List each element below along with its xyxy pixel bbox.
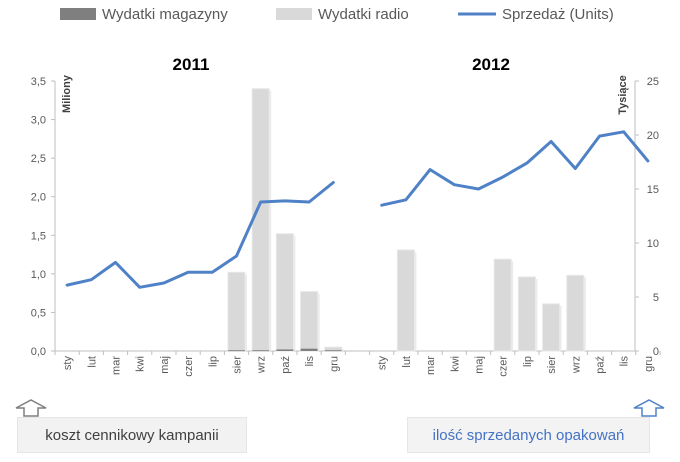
- x-axis-label-2012-kwi: kwi: [449, 356, 461, 372]
- x-axis-label-2012-lis: lis: [619, 356, 631, 367]
- right-axis-tick-label: 20: [647, 130, 659, 142]
- right-axis-title: Tysiące: [617, 75, 629, 115]
- right-axis-tick-label: 5: [653, 292, 659, 304]
- x-axis-label-2011-gru: gru: [328, 356, 340, 372]
- right-axis-ticks: 0 5 10 15 20 25: [635, 76, 659, 358]
- left-axis-ticks: 0,0 0,5 1,0 1,5 2,0 2,5 3,0 3,5: [31, 76, 55, 358]
- category-labels: sty lut mar kwi maj czer lip sier wrz paź lis gru st…: [54, 351, 661, 377]
- bar-radio-2011-wrz: [251, 88, 270, 352]
- legend-swatch-radio: [276, 8, 312, 20]
- left-axis-tick-label: 0,0: [31, 346, 46, 358]
- line-series: [65, 130, 650, 289]
- bar-radio-2011-lis: [300, 291, 319, 352]
- x-axis-label-2011-mar: mar: [111, 356, 123, 375]
- x-axis-label-2012-czer: czer: [498, 356, 510, 377]
- x-axis-label-2012-lip: lip: [522, 356, 534, 367]
- bar-radio-2012-lip: [517, 276, 536, 352]
- line-sales-2012: [380, 130, 650, 207]
- x-axis-label-2012-sier: sier: [546, 356, 558, 374]
- note-units-sold: ilość sprzedanych opakowań: [407, 417, 650, 453]
- legend-label-radio: Wydatki radio: [318, 6, 409, 23]
- x-axis-label-2011-czer: czer: [183, 356, 195, 377]
- left-axis-tick-label: 1,5: [31, 230, 46, 242]
- legend-swatch-magazines: [60, 8, 96, 20]
- up-arrow-icon-right: [633, 399, 665, 417]
- bar-magazines-2011-wrz: [252, 350, 270, 352]
- x-axis-label-2011-kwi: kwi: [135, 356, 147, 372]
- bar-magazines-2011-sier: [228, 350, 245, 352]
- x-axis-label-2011-lis: lis: [304, 356, 316, 367]
- bar-radio-2011-paź: [275, 233, 294, 352]
- x-axis-label-2011-maj: maj: [159, 356, 171, 374]
- left-axis-tick-label: 1,0: [31, 269, 46, 281]
- left-axis-tick-label: 3,5: [31, 76, 46, 88]
- x-axis-label-2011-paź: paź: [280, 356, 292, 374]
- legend-label-magazines: Wydatki magazyny: [102, 6, 228, 23]
- right-axis-tick-label: 10: [647, 238, 659, 250]
- x-axis-label-2012-maj: maj: [474, 356, 486, 374]
- left-axis-tick-label: 0,5: [31, 307, 46, 319]
- left-axis-tick-label: 3,0: [31, 115, 46, 127]
- x-axis-label-2012-lut: lut: [401, 356, 413, 368]
- bar-magazines-2011-paź: [276, 349, 294, 351]
- legend: Wydatki magazyny Wydatki radio Sprzedaż …: [60, 6, 614, 23]
- x-axis-label-2011-lut: lut: [86, 356, 98, 368]
- note-campaign-cost: koszt cennikowy kampanii: [17, 417, 247, 453]
- x-axis-label-2011-sty: sty: [62, 356, 74, 371]
- year-label-2012: 2012: [472, 55, 510, 74]
- bar-magazines-2011-lis: [300, 348, 318, 351]
- x-axis-label-2012-paź: paź: [595, 356, 607, 374]
- right-axis-tick-label: 25: [647, 76, 659, 88]
- bar-series: [227, 88, 586, 352]
- bar-radio-2012-lut: [396, 249, 415, 352]
- year-label-2011: 2011: [173, 55, 210, 74]
- x-axis-label-2012-gru: gru: [643, 356, 655, 372]
- bar-magazines-2011-gru: [324, 350, 342, 352]
- left-axis-title: Miliony: [61, 74, 73, 113]
- x-axis-label-2012-mar: mar: [425, 356, 437, 375]
- right-axis-tick-label: 15: [647, 184, 659, 196]
- left-axis-tick-label: 2,5: [31, 153, 46, 165]
- line-sales-2011: [65, 181, 335, 289]
- right-axis-tick-label: 0: [653, 346, 659, 358]
- x-axis-label-2011-wrz: wrz: [256, 356, 268, 374]
- x-axis-label-2012-sty: sty: [377, 356, 389, 371]
- bar-radio-2012-sier: [542, 303, 561, 352]
- x-axis-label-2011-lip: lip: [207, 356, 219, 367]
- x-axis-label-2011-sier: sier: [232, 356, 244, 374]
- up-arrow-icon-left: [15, 399, 47, 417]
- left-axis-tick-label: 2,0: [31, 192, 46, 204]
- bar-radio-2012-wrz: [566, 274, 585, 352]
- legend-label-sales: Sprzedaż (Units): [502, 6, 614, 23]
- bar-radio-2012-czer: [493, 258, 512, 352]
- x-axis-label-2012-wrz: wrz: [570, 356, 582, 374]
- bar-radio-2011-sier: [227, 271, 246, 352]
